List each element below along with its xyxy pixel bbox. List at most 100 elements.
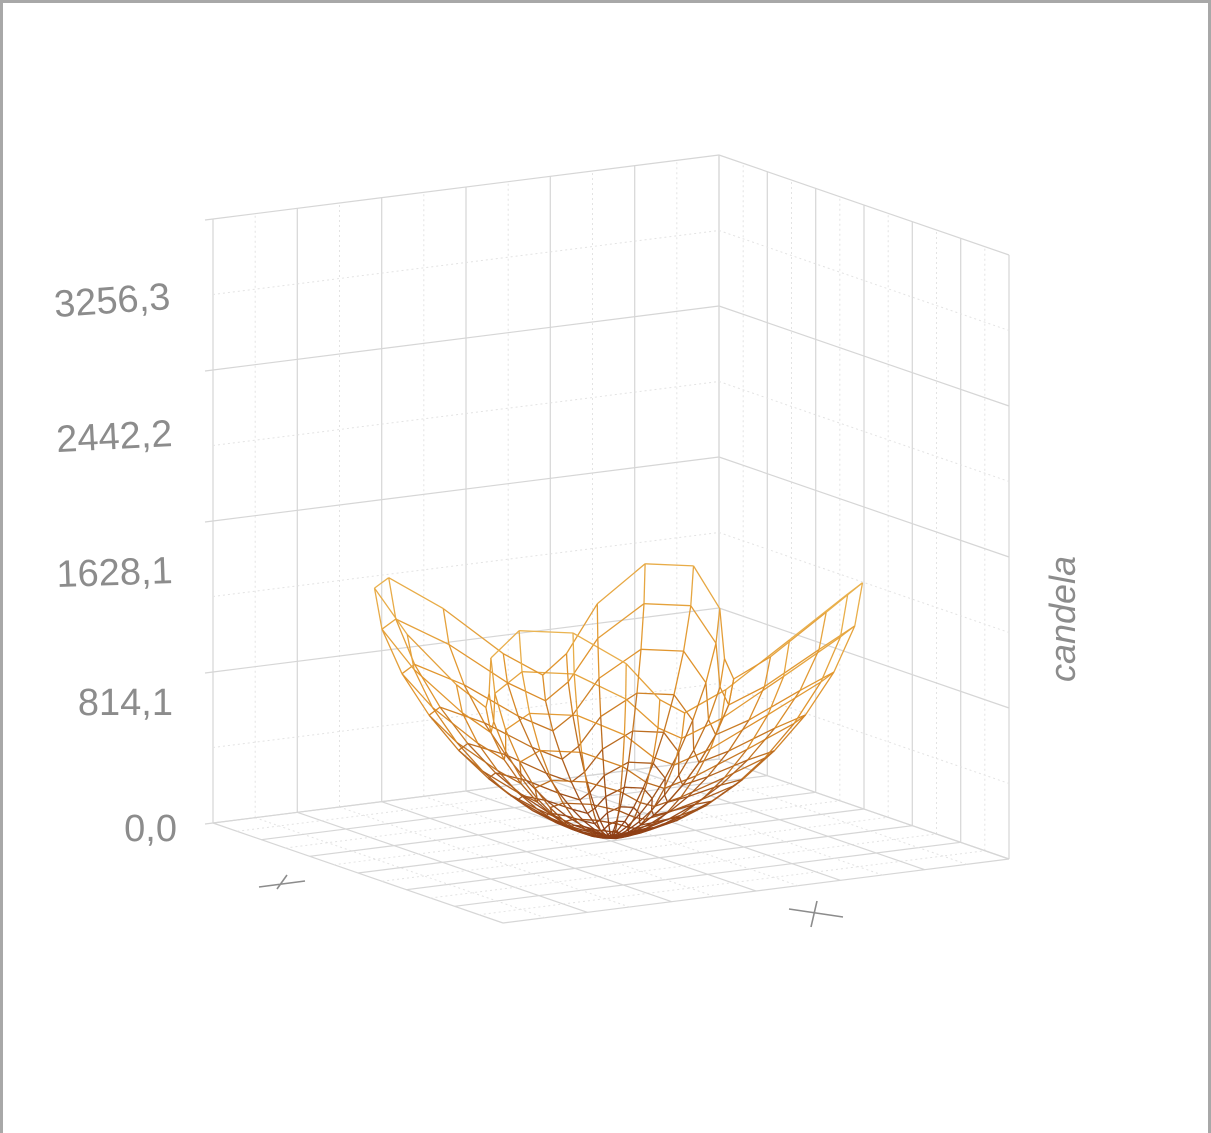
mesh-segment (603, 828, 609, 836)
z-axis-ticks: 3256,3 2442,2 1628,1 814,1 0,0 (53, 276, 177, 850)
mesh-segment (505, 729, 521, 763)
mesh-segment (742, 750, 775, 780)
mesh-segment (502, 653, 509, 683)
mesh-segment (710, 714, 769, 750)
mesh-segment (682, 605, 692, 652)
mesh-segment (571, 771, 585, 783)
mesh-segment (748, 689, 801, 721)
mesh-segment (653, 816, 682, 829)
mesh-segment (536, 798, 553, 815)
mesh-segment (623, 832, 641, 837)
mesh-segment (586, 813, 596, 824)
mesh-segment (763, 656, 772, 687)
mesh-segment (591, 803, 619, 812)
mesh-segment (439, 706, 485, 724)
mesh-segment (624, 786, 644, 789)
mesh-segment (431, 707, 458, 743)
mesh-segment (587, 807, 596, 814)
mesh-segment (664, 775, 697, 790)
mesh-segment (728, 678, 735, 706)
mesh-segment (627, 813, 641, 826)
mesh-segment (571, 808, 585, 822)
mesh-segment (608, 824, 611, 833)
mesh-segment (490, 630, 520, 659)
mesh-segment (652, 732, 665, 764)
mesh-segment (666, 798, 703, 814)
mesh-segment (639, 797, 653, 815)
mesh-segment (597, 603, 645, 639)
mesh-segment (456, 741, 484, 772)
mesh-segment (663, 764, 675, 789)
mesh-segment (598, 678, 602, 717)
mesh-segment (537, 801, 554, 817)
grid-line-back-horizontal (212, 305, 720, 371)
mesh-segment (401, 673, 430, 716)
mesh-segment (590, 804, 597, 821)
mesh-segment (395, 618, 450, 646)
mesh-segment (507, 682, 546, 702)
mesh-segment (494, 671, 523, 694)
mesh-segment (561, 758, 573, 783)
mesh-segment (635, 822, 652, 832)
mesh-segment (783, 636, 841, 677)
mesh-segment (818, 612, 827, 650)
mesh-segment (614, 823, 618, 833)
mesh-segment (456, 684, 487, 709)
mesh-segment (490, 721, 495, 733)
surface-mesh (373, 563, 864, 840)
mesh-segment (720, 778, 743, 786)
mesh-segment (589, 775, 605, 793)
mesh-segment (667, 795, 689, 803)
mesh-segment (381, 628, 415, 671)
mesh-segment (650, 819, 678, 831)
mesh-segment (428, 714, 460, 751)
mesh-segment (625, 663, 661, 701)
mesh-segment (573, 673, 579, 716)
mesh-segment (381, 618, 397, 630)
z-tick-label-3: 3256,3 (53, 276, 172, 326)
mesh-segment (565, 815, 585, 822)
mesh-segment (546, 800, 567, 817)
mesh-segment (825, 582, 863, 613)
mesh-segment (388, 577, 397, 620)
mesh-segment (406, 633, 457, 686)
mesh-segment (591, 834, 603, 838)
mesh-segment (651, 811, 670, 824)
mesh-segment (595, 819, 618, 825)
mesh-segment (388, 577, 444, 610)
grid-line-back-horizontal (212, 154, 720, 220)
mesh-segment (482, 770, 519, 794)
z-tick-mark (204, 671, 214, 674)
mesh-segment (572, 632, 575, 675)
mesh-segment (373, 587, 408, 635)
grid-line-side-horizontal (718, 305, 1010, 407)
mesh-segment (680, 775, 697, 798)
mesh-segment (632, 693, 638, 732)
mesh-segment (624, 807, 635, 822)
mesh-segment (448, 643, 508, 684)
mesh-segment (565, 653, 569, 682)
mesh-segment (448, 644, 465, 686)
mesh-segment (618, 791, 622, 811)
mesh-segment (505, 754, 547, 774)
mesh-segment (507, 793, 534, 812)
mesh-segment (719, 608, 726, 659)
mesh-segment (519, 749, 541, 763)
mesh-segment (628, 761, 654, 764)
mesh-segment (693, 719, 710, 751)
mesh-segment (562, 802, 575, 820)
grid-line-side-horizontal-minor (718, 230, 1010, 331)
mesh-segment (401, 673, 433, 708)
mesh-segment (583, 820, 596, 831)
mesh-segment (715, 704, 730, 736)
z-tick-mark (204, 369, 214, 372)
mesh-segment (606, 812, 610, 825)
mesh-segment (680, 777, 725, 798)
mesh-segment (539, 750, 553, 781)
mesh-segment (603, 824, 610, 830)
mesh-segment (773, 714, 807, 752)
mesh-segment (585, 829, 596, 836)
mesh-segment (624, 734, 654, 758)
mesh-segment (640, 814, 655, 826)
mesh-segment (645, 563, 694, 567)
